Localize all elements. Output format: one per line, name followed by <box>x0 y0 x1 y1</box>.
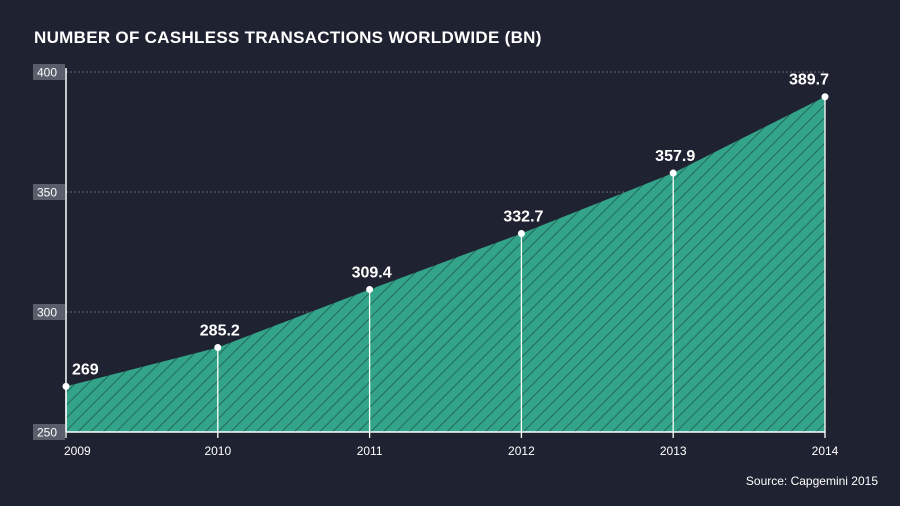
chart-title: NUMBER OF CASHLESS TRANSACTIONS WORLDWID… <box>34 28 542 47</box>
data-label: 357.9 <box>655 148 695 165</box>
data-point <box>669 169 677 177</box>
y-tick-box <box>33 64 65 80</box>
y-tick-label: 350 <box>37 186 57 200</box>
area-series <box>66 96 825 432</box>
data-point <box>214 344 222 352</box>
y-tick-box <box>33 184 65 200</box>
marks-layer: 269 2009 285.2 2010 309.4 2011 332.7 2012 357.9 2… <box>62 72 839 458</box>
area-layer <box>66 96 825 432</box>
y-tick-label: 250 <box>37 426 57 440</box>
y-tick-label: 400 <box>37 66 57 80</box>
x-tick-label: 2013 <box>660 444 687 458</box>
data-point <box>517 230 525 238</box>
x-tick-label: 2012 <box>508 444 535 458</box>
source-note: Source: Capgemini 2015 <box>745 474 878 488</box>
data-label: 389.7 <box>789 72 829 89</box>
data-label: 332.7 <box>503 209 543 226</box>
y-tick-label: 300 <box>37 306 57 320</box>
x-tick-label: 2014 <box>812 444 839 458</box>
x-tick-label: 2010 <box>204 444 231 458</box>
x-tick-label: 2009 <box>64 444 91 458</box>
data-point <box>62 382 70 390</box>
data-point <box>366 285 374 293</box>
data-label: 309.4 <box>352 264 392 281</box>
y-tick-box <box>33 304 65 320</box>
x-tick-label: 2011 <box>357 444 383 458</box>
data-label: 269 <box>72 361 99 378</box>
axis-layer: 250 300 350 400 <box>33 64 825 440</box>
data-point <box>821 93 829 101</box>
data-label: 285.2 <box>200 323 240 340</box>
y-tick-box <box>33 424 65 440</box>
